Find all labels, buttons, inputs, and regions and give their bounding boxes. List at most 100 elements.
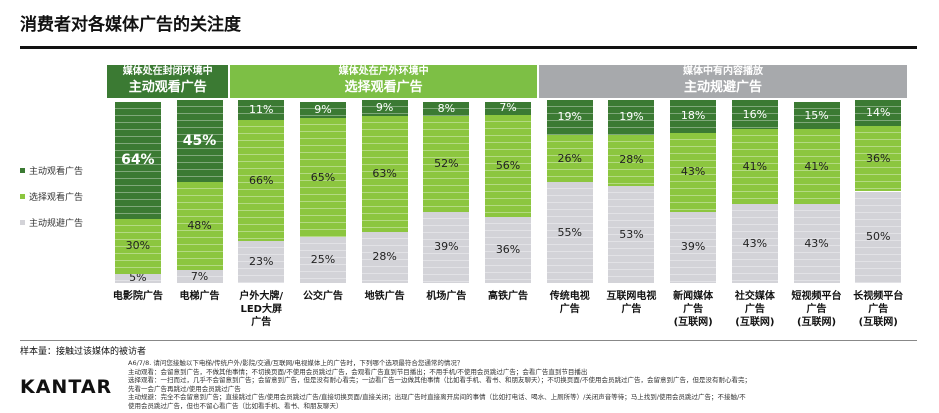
x-tick-label: 互联网电视 广告: [606, 291, 657, 315]
legend-label: 主动规避广告: [29, 219, 84, 229]
value-label: 19%: [557, 110, 582, 124]
title-rule: [20, 46, 917, 49]
bar-segment: [731, 100, 778, 130]
value-label: 26%: [557, 151, 582, 165]
bar-segment: [114, 218, 161, 274]
bar-segment: [176, 182, 223, 271]
value-label: 25%: [310, 253, 336, 267]
bar-segment: [793, 204, 840, 283]
bar-segment: [546, 100, 593, 135]
x-tick-label: 短视频平台 广告 (互联网): [791, 291, 842, 328]
value-label: 43%: [804, 236, 829, 250]
bar-segment: [423, 211, 470, 283]
bar-segment: [855, 125, 902, 192]
bar-segment: [238, 100, 285, 121]
bar-segment: [423, 101, 470, 117]
value-label: 53%: [619, 227, 644, 241]
legend-item: 选择观看广告: [20, 190, 83, 203]
logo: KANTAR: [20, 376, 113, 398]
value-label: 41%: [742, 159, 768, 173]
x-tick-label: 传统电视 广告: [549, 291, 590, 315]
x-tick-label: 高铁广告: [488, 291, 529, 302]
x-tick-label: 地铁广告: [364, 291, 405, 302]
bar-segment: [793, 101, 840, 130]
bar-segment: [361, 231, 408, 283]
value-label: 43%: [742, 236, 768, 250]
group-subtitle: 主动规避广告: [683, 80, 762, 95]
value-label: 45%: [182, 133, 217, 150]
value-label: 14%: [866, 105, 891, 119]
value-label: 16%: [742, 107, 768, 121]
group-subtitle: 主动观看广告: [128, 80, 207, 95]
title: 消费者对各媒体广告的关注度: [20, 15, 241, 35]
bar-segment: [608, 100, 655, 135]
bar-segment: [670, 100, 717, 133]
value-label: 15%: [804, 108, 829, 122]
bar-segment: [546, 134, 593, 183]
bar-segment: [855, 100, 902, 126]
value-label: 5%: [129, 271, 147, 285]
value-label: 28%: [619, 153, 644, 167]
bar-segment: [176, 270, 223, 283]
legend-swatch: [20, 220, 25, 225]
legend-item: 主动观看广告: [20, 164, 83, 177]
group-header: 媒体处在户外环境中选择观看广告: [230, 65, 539, 98]
bar-segment: [299, 101, 346, 119]
value-label: 41%: [804, 159, 829, 173]
value-label: 9%: [314, 103, 332, 117]
value-label: 52%: [434, 157, 459, 171]
bar-segment: [731, 129, 778, 205]
group-title: 媒体处在封闭环境中: [122, 66, 213, 77]
bar-segment: [299, 237, 346, 283]
value-label: 39%: [680, 240, 706, 254]
bar-segment: [114, 101, 161, 219]
x-tick-label: 机场广告: [426, 291, 467, 302]
footnote: 选择观看：一扫而过，几乎不会留意到广告；会留意到广告，但是没有耐心看完；一边看广…: [128, 376, 751, 384]
value-label: 19%: [619, 110, 644, 124]
bar-segment: [670, 132, 717, 212]
footnote: 主动观看：会留意到广告，不做其他事情；不切换页面/不使用会员跳过广告，会观看广告…: [128, 367, 588, 376]
value-label: 65%: [310, 170, 336, 184]
bar-segment: [238, 240, 285, 283]
value-label: 7%: [499, 101, 517, 115]
value-label: 66%: [249, 173, 274, 187]
value-label: 36%: [495, 243, 521, 257]
value-label: 11%: [249, 103, 274, 117]
bar-segment: [793, 129, 840, 205]
x-tick-label: 长视频平台 广告 (互联网): [853, 291, 904, 328]
bar-segment: [299, 118, 346, 238]
x-tick-label: 公交广告: [302, 291, 343, 302]
bar-segment: [238, 120, 285, 241]
value-label: 28%: [372, 250, 397, 264]
bar-segment: [176, 100, 223, 183]
value-label: 39%: [434, 240, 459, 254]
legend-label: 主动观看广告: [29, 167, 84, 177]
group-title: 媒体中有内容播放: [682, 66, 763, 77]
legend-swatch: [20, 168, 25, 173]
value-label: 30%: [125, 239, 151, 253]
bar-segment: [546, 182, 593, 283]
value-label: 48%: [187, 219, 212, 233]
bar-segment: [855, 191, 902, 283]
bar-segment: [731, 204, 778, 283]
group-title: 媒体处在户外环境中: [338, 66, 429, 77]
x-tick-label: 户外大牌/ LED大屏 广告: [239, 291, 284, 328]
value-label: 18%: [680, 109, 706, 123]
bar-segment: [423, 116, 470, 212]
legend-item: 主动规避广告: [20, 216, 83, 229]
group-header: 媒体中有内容播放主动规避广告: [538, 65, 910, 98]
bar-segment: [608, 134, 655, 186]
footnote: A6/7/8. 请问您接触以下电梯/传统户外/影院/交通/互联网/电视媒体上的广…: [128, 359, 464, 367]
footnote: 使用会员跳过广告，但也不留心看广告（比如看手机、看书、和朋友聊天）: [128, 401, 343, 410]
bar-segment: [485, 217, 532, 283]
sample-note: 样本量：接触过该媒体的被访者: [20, 347, 147, 357]
x-tick-label: 社交媒体 广告 (互联网): [734, 291, 775, 328]
value-label: 43%: [680, 165, 706, 179]
bar-segment: [361, 100, 408, 117]
bar-segment: [608, 186, 655, 283]
x-tick-label: 电梯广告: [179, 291, 220, 302]
x-tick-label: 电影院广告: [112, 291, 163, 302]
value-label: 23%: [249, 254, 274, 268]
group-subtitle: 选择观看广告: [344, 80, 423, 95]
